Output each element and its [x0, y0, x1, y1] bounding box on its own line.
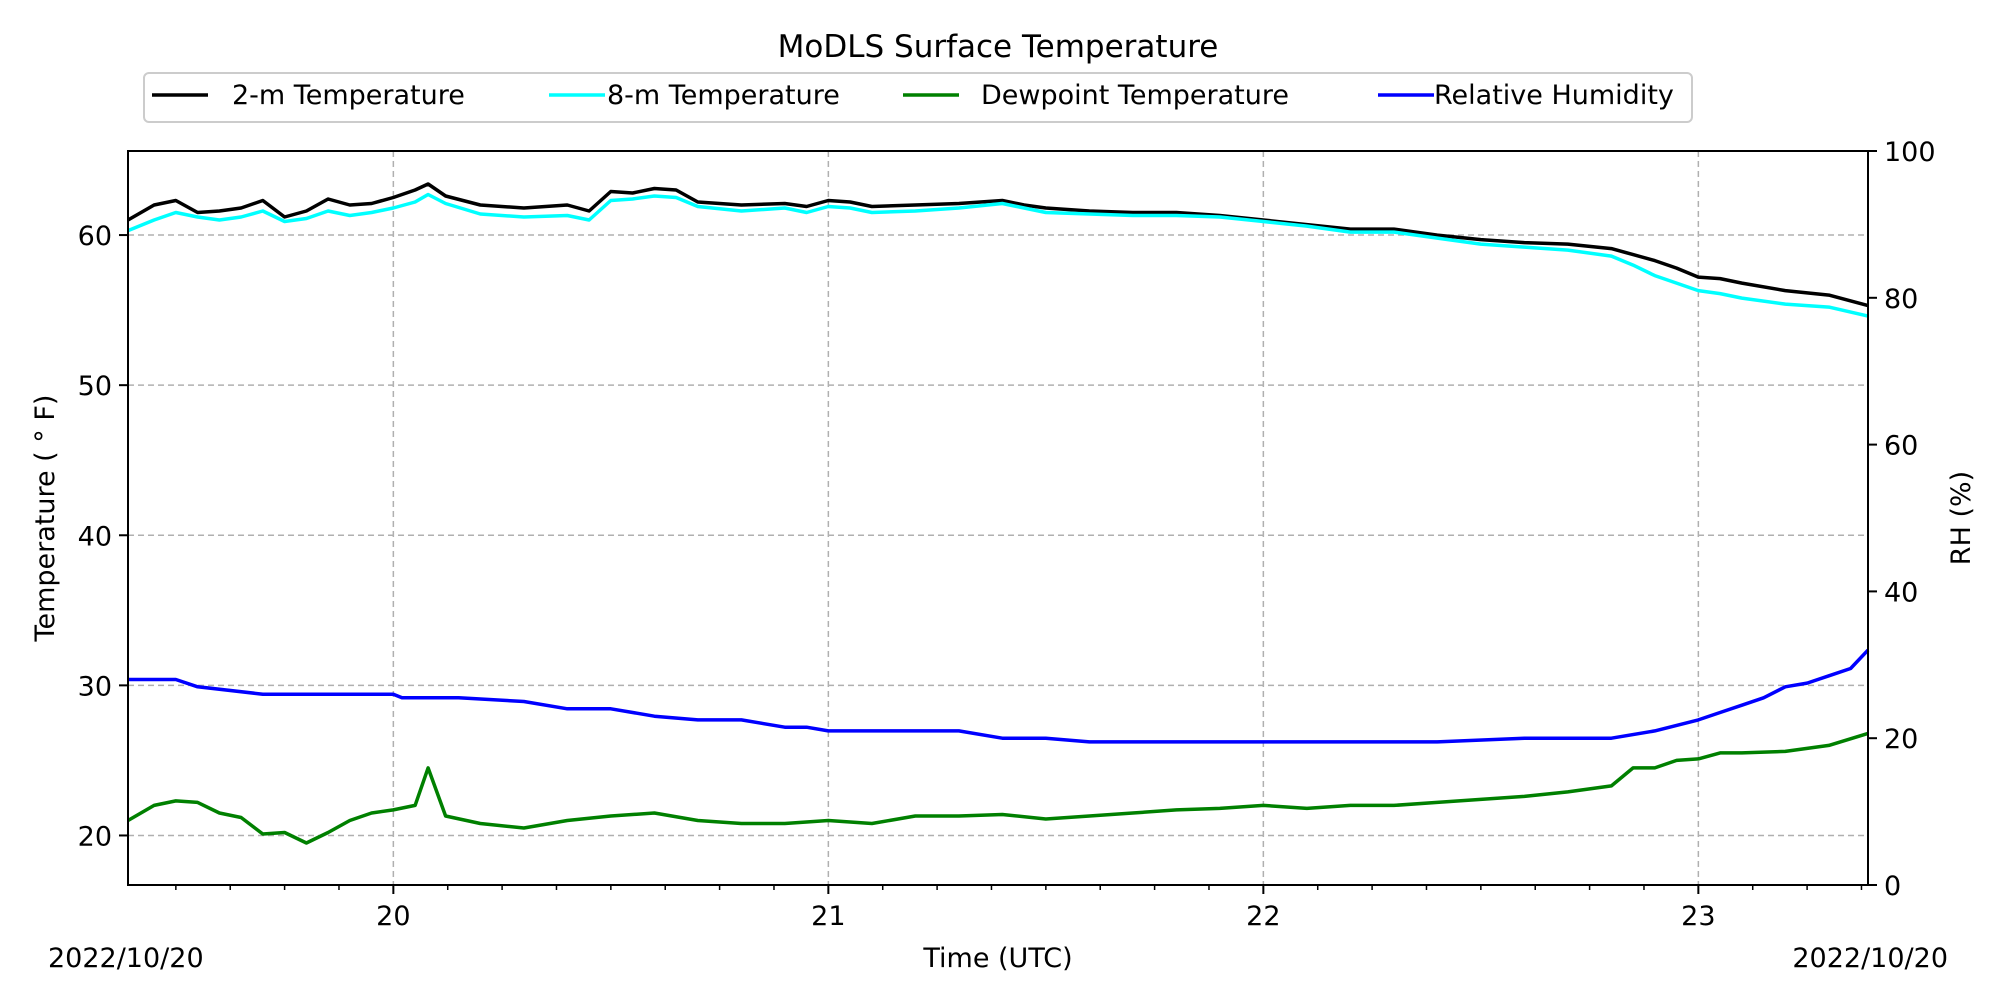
legend-item-8m-temperature: 8-m Temperature [549, 80, 840, 111]
legend-label-8m-temperature: 8-m Temperature [607, 80, 840, 111]
y-right-tick-label: 80 [1884, 284, 1918, 315]
legend-label-2m-temperature: 2-m Temperature [232, 80, 465, 111]
y-axis-right: 0 20 40 60 80 100 [1868, 137, 1936, 902]
date-label-left: 2022/10/20 [48, 943, 204, 974]
series-line-dewpoint-temperature [127, 731, 1869, 845]
y-left-tick-label: 20 [78, 821, 112, 852]
x-axis: 20 21 22 23 [175, 885, 1863, 932]
x-tick-label: 20 [376, 901, 410, 932]
y-left-tick-label: 50 [78, 371, 112, 402]
chart-title: MoDLS Surface Temperature [778, 29, 1219, 65]
legend-item-relative-humidity: Relative Humidity [1378, 80, 1674, 111]
legend-item-2m-temperature: 2-m Temperature [152, 80, 465, 111]
legend-frame [143, 72, 1693, 123]
y-axis-left-label: Temperature ( ° F) [30, 395, 61, 643]
y-axis-right-label: RH (%) [1946, 471, 1977, 565]
y-left-tick-label: 30 [78, 671, 112, 702]
series-line-2-m-temperature [127, 182, 1869, 308]
plot-frame [127, 150, 1869, 886]
legend-label-dewpoint-temperature: Dewpoint Temperature [981, 80, 1289, 111]
x-tick-label: 22 [1246, 901, 1280, 932]
y-right-tick-label: 20 [1884, 724, 1918, 755]
gridlines [128, 151, 1868, 885]
x-tick-label: 21 [811, 901, 845, 932]
legend: 2-m Temperature 8-m Temperature Dewpoint… [143, 72, 1693, 123]
series-lines [127, 182, 1870, 845]
legend-item-dewpoint-temperature: Dewpoint Temperature [903, 80, 1289, 111]
y-right-tick-label: 0 [1884, 871, 1901, 902]
y-left-tick-label: 60 [78, 221, 112, 252]
y-axis-left: 20 30 40 50 60 [78, 221, 128, 852]
y-right-tick-label: 100 [1884, 137, 1936, 168]
x-tick-label: 23 [1681, 901, 1715, 932]
x-axis-label: Time (UTC) [922, 943, 1072, 974]
y-right-tick-label: 40 [1884, 577, 1918, 608]
legend-label-relative-humidity: Relative Humidity [1434, 80, 1674, 111]
series-line-8-m-temperature [127, 192, 1869, 318]
y-left-tick-label: 40 [78, 521, 112, 552]
series-line-relative-humidity [128, 648, 1870, 744]
y-right-tick-label: 60 [1884, 431, 1918, 462]
date-label-right: 2022/10/20 [1792, 943, 1948, 974]
